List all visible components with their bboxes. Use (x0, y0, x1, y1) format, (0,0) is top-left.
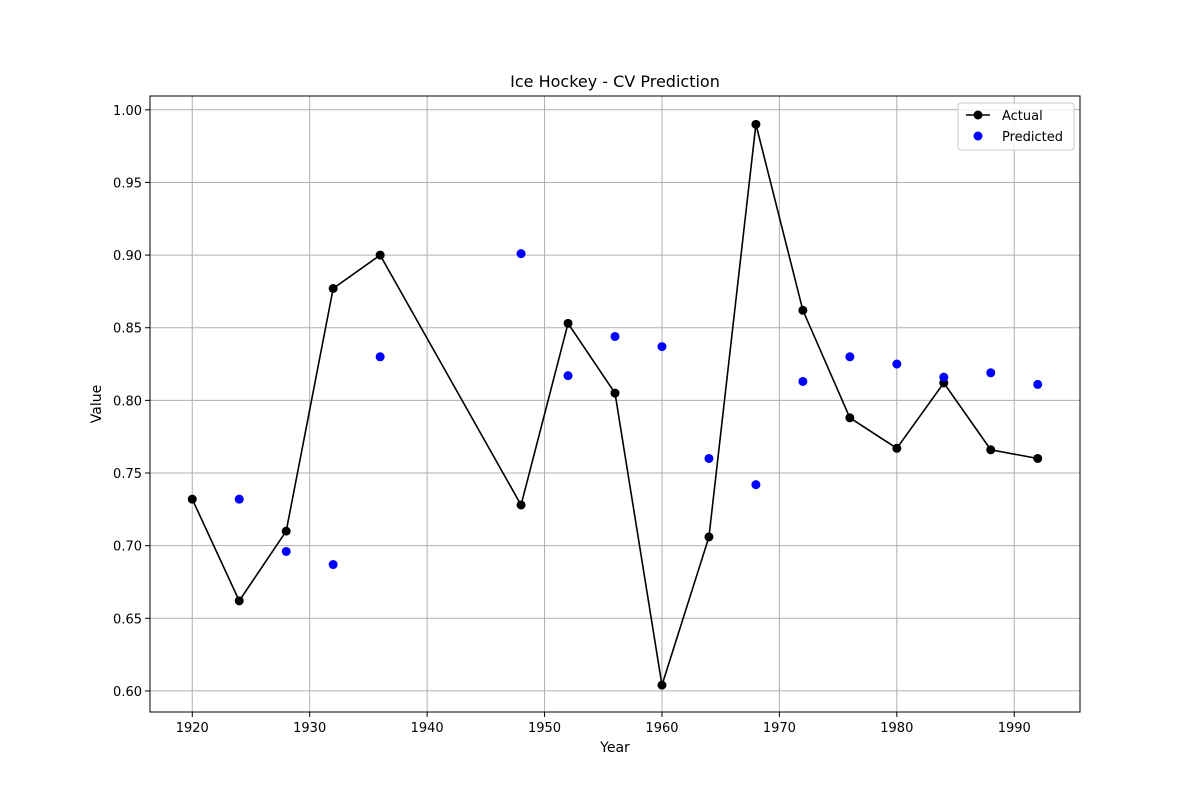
actual-point (704, 532, 714, 542)
predicted-point (516, 249, 526, 259)
actual-point (234, 596, 244, 606)
plot-area (187, 119, 1043, 690)
x-tick-label: 1920 (176, 721, 209, 736)
grid (150, 96, 1080, 712)
actual-point (187, 494, 197, 504)
x-tick-label: 1990 (998, 721, 1031, 736)
predicted-point (892, 359, 902, 369)
x-tick-label: 1950 (528, 721, 561, 736)
predicted-point (986, 368, 996, 378)
predicted-point (657, 342, 667, 352)
y-tick-label: 0.60 (113, 685, 142, 700)
predicted-point (610, 331, 620, 341)
legend: Actual Predicted (957, 102, 1075, 151)
actual-point (281, 526, 291, 536)
legend-actual-marker (973, 110, 983, 120)
axes-frame (149, 95, 1081, 713)
y-tick-label: 0.90 (113, 249, 142, 264)
legend-label-actual: Actual (1002, 109, 1043, 124)
actual-point (798, 305, 808, 315)
y-tick-label: 0.80 (113, 394, 142, 409)
chart-title: Ice Hockey - CV Prediction (510, 72, 720, 91)
actual-point (516, 500, 526, 510)
y-tick-label: 0.75 (113, 467, 142, 482)
predicted-point (281, 546, 291, 556)
y-tick-label: 0.95 (113, 176, 142, 191)
predicted-point (798, 376, 808, 386)
x-tick-label: 1930 (293, 721, 326, 736)
predicted-point (1033, 379, 1043, 389)
predicted-point (939, 372, 949, 382)
x-tick-label: 1960 (645, 721, 678, 736)
y-tick-label: 0.65 (113, 612, 142, 627)
actual-point (751, 119, 761, 129)
actual-point (845, 413, 855, 423)
predicted-point (704, 453, 714, 463)
predicted-point (845, 352, 855, 362)
legend-predicted-marker (973, 131, 983, 141)
x-tick-label: 1970 (763, 721, 796, 736)
y-tick-label: 1.00 (113, 104, 142, 119)
predicted-point (563, 371, 573, 381)
actual-point (563, 318, 573, 328)
actual-point (986, 445, 996, 455)
actual-point (657, 680, 667, 690)
x-axis-label: Year (599, 740, 630, 756)
y-tick-label: 0.70 (113, 540, 142, 555)
y-tick-label: 0.85 (113, 322, 142, 337)
actual-point (328, 284, 338, 293)
legend-label-predicted: Predicted (1002, 130, 1063, 145)
x-tick-label: 1980 (880, 721, 913, 736)
predicted-point (328, 560, 338, 570)
axis-ticks: 1920 1930 1940 1950 1960 1970 1980 1990 0.60 0.65… (113, 104, 1031, 736)
y-axis-label: Value (89, 385, 105, 423)
actual-point (610, 388, 620, 398)
actual-point (375, 250, 385, 260)
actual-point (892, 443, 902, 453)
actual-point (1033, 453, 1043, 463)
predicted-point (375, 352, 385, 362)
predicted-point (751, 480, 761, 490)
x-tick-label: 1940 (411, 721, 444, 736)
predicted-point (234, 494, 244, 504)
